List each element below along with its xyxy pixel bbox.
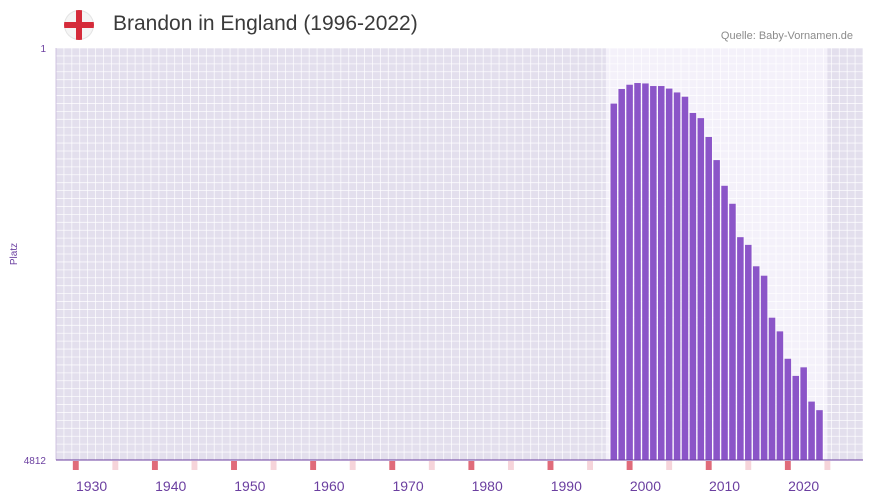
bar-2010 xyxy=(721,185,728,460)
half-decade-marker xyxy=(587,461,593,470)
bar-2013 xyxy=(745,244,752,460)
half-decade-marker xyxy=(112,461,119,470)
half-decade-marker xyxy=(745,461,752,470)
bar-2020 xyxy=(800,367,807,460)
bar-2014 xyxy=(752,266,760,460)
decade-marker xyxy=(468,461,475,470)
decade-markers xyxy=(72,461,831,470)
bar-2007 xyxy=(697,118,705,460)
x-tick-label-2010: 2010 xyxy=(709,478,740,494)
bar-2005 xyxy=(681,96,689,460)
x-tick-label-1970: 1970 xyxy=(392,478,423,494)
half-decade-marker xyxy=(507,461,514,470)
bar-2019 xyxy=(792,375,800,460)
decade-marker xyxy=(310,461,317,470)
x-tick-label-1990: 1990 xyxy=(551,478,582,494)
bar-1998 xyxy=(626,84,633,460)
x-tick-label-1950: 1950 xyxy=(234,478,265,494)
bar-1999 xyxy=(634,83,641,460)
bar-2006 xyxy=(689,112,697,461)
decade-marker xyxy=(784,461,791,470)
bar-2018 xyxy=(784,358,792,460)
bar-2000 xyxy=(642,83,649,461)
bar-2003 xyxy=(665,88,673,460)
x-tick-labels: 1930 1940 1950 1960 1970 1980 1990 2000 2010 2020 xyxy=(76,478,819,494)
half-decade-marker xyxy=(349,461,356,470)
england-flag-icon xyxy=(64,10,94,40)
x-tick-label-1940: 1940 xyxy=(155,478,186,494)
axes: 1 4812 Platz xyxy=(9,44,863,467)
bar-1996 xyxy=(610,103,618,461)
bar-2001 xyxy=(650,86,657,461)
bar-2021 xyxy=(808,401,815,460)
decade-marker xyxy=(151,461,158,470)
half-decade-marker xyxy=(191,461,198,470)
bar-2015 xyxy=(760,275,768,460)
decade-marker xyxy=(547,461,554,470)
chart-title: Brandon in England (1996-2022) xyxy=(113,12,418,35)
y-axis-title: Platz xyxy=(9,243,20,265)
y-tick-label-top: 1 xyxy=(40,44,46,55)
bar-2009 xyxy=(713,160,720,460)
bar-series xyxy=(610,83,823,461)
half-decade-marker xyxy=(428,461,435,470)
x-tick-label-2020: 2020 xyxy=(788,478,819,494)
decade-marker xyxy=(389,461,396,470)
x-tick-label-1960: 1960 xyxy=(313,478,344,494)
x-tick-label-1930: 1930 xyxy=(76,478,107,494)
decade-marker xyxy=(231,461,237,470)
x-tick-label-2000: 2000 xyxy=(630,478,661,494)
bar-2017 xyxy=(776,331,784,460)
bar-2011 xyxy=(729,203,736,460)
decade-marker xyxy=(72,461,79,470)
source-credit: Quelle: Baby-Vornamen.de xyxy=(720,30,853,42)
y-tick-label-bottom: 4812 xyxy=(24,456,47,467)
bar-2002 xyxy=(657,86,665,461)
bar-2004 xyxy=(673,92,681,460)
bar-2022 xyxy=(816,410,823,460)
plot-grid xyxy=(55,47,864,461)
bar-1997 xyxy=(618,89,625,460)
bar-2016 xyxy=(768,317,776,460)
half-decade-marker xyxy=(824,461,831,470)
decade-marker xyxy=(705,461,712,470)
half-decade-marker xyxy=(666,461,673,470)
bar-2012 xyxy=(737,237,744,460)
x-tick-label-1980: 1980 xyxy=(472,478,503,494)
decade-marker xyxy=(626,461,633,470)
half-decade-marker xyxy=(270,461,277,470)
bar-2008 xyxy=(705,136,712,460)
